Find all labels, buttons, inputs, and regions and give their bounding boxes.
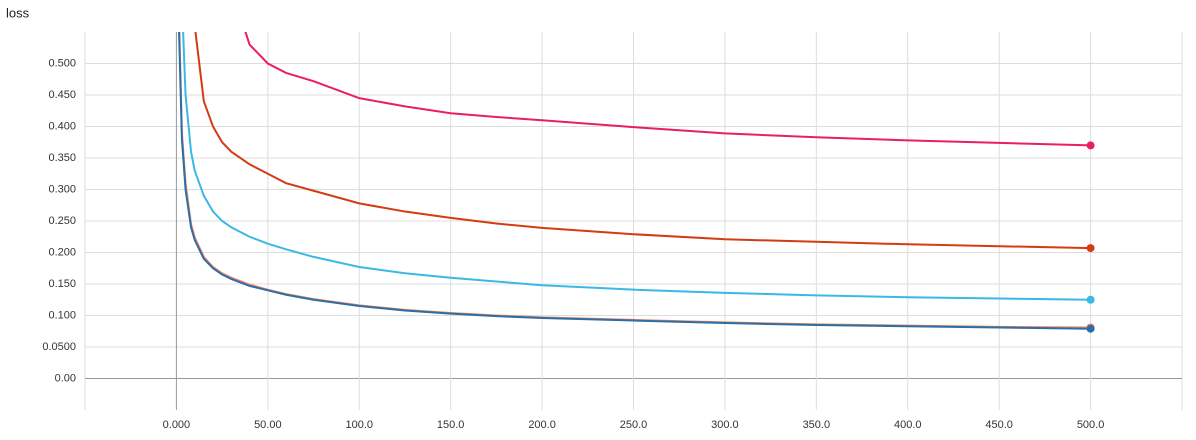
x-tick-label: 500.0 <box>1077 419 1105 431</box>
x-tick-label: 100.0 <box>345 419 373 431</box>
y-tick-label: 0.100 <box>48 309 76 321</box>
y-tick-label: 0.150 <box>48 278 76 290</box>
y-tick-label: 0.400 <box>48 120 76 132</box>
chart-title: loss <box>6 5 30 20</box>
series-line <box>182 32 1091 301</box>
series-line <box>194 32 1091 250</box>
end-dot <box>1086 244 1095 253</box>
x-tick-label: 300.0 <box>711 419 739 431</box>
x-tick-label: 200.0 <box>528 419 556 431</box>
end-dot <box>1086 295 1095 304</box>
x-tick-label: 50.00 <box>254 419 282 431</box>
y-tick-label: 0.450 <box>48 89 76 101</box>
x-tick-label: 350.0 <box>803 419 831 431</box>
end-dot <box>1086 324 1095 333</box>
series-line <box>244 32 1091 147</box>
y-tick-label: 0.00 <box>55 372 76 384</box>
y-tick-label: 0.0500 <box>42 341 76 353</box>
x-tick-label: 450.0 <box>985 419 1013 431</box>
series-line <box>178 32 1091 329</box>
x-tick-label: 250.0 <box>620 419 648 431</box>
y-tick-label: 0.350 <box>48 152 76 164</box>
y-tick-label: 0.200 <box>48 246 76 258</box>
y-tick-label: 0.250 <box>48 215 76 227</box>
y-tick-label: 0.300 <box>48 183 76 195</box>
y-tick-label: 0.500 <box>48 57 76 69</box>
x-tick-label: 150.0 <box>437 419 465 431</box>
plot-area <box>178 32 1091 330</box>
end-dot <box>1086 141 1095 150</box>
x-tick-label: 0.000 <box>163 419 191 431</box>
x-tick-label: 400.0 <box>894 419 922 431</box>
series-line <box>178 32 1091 330</box>
